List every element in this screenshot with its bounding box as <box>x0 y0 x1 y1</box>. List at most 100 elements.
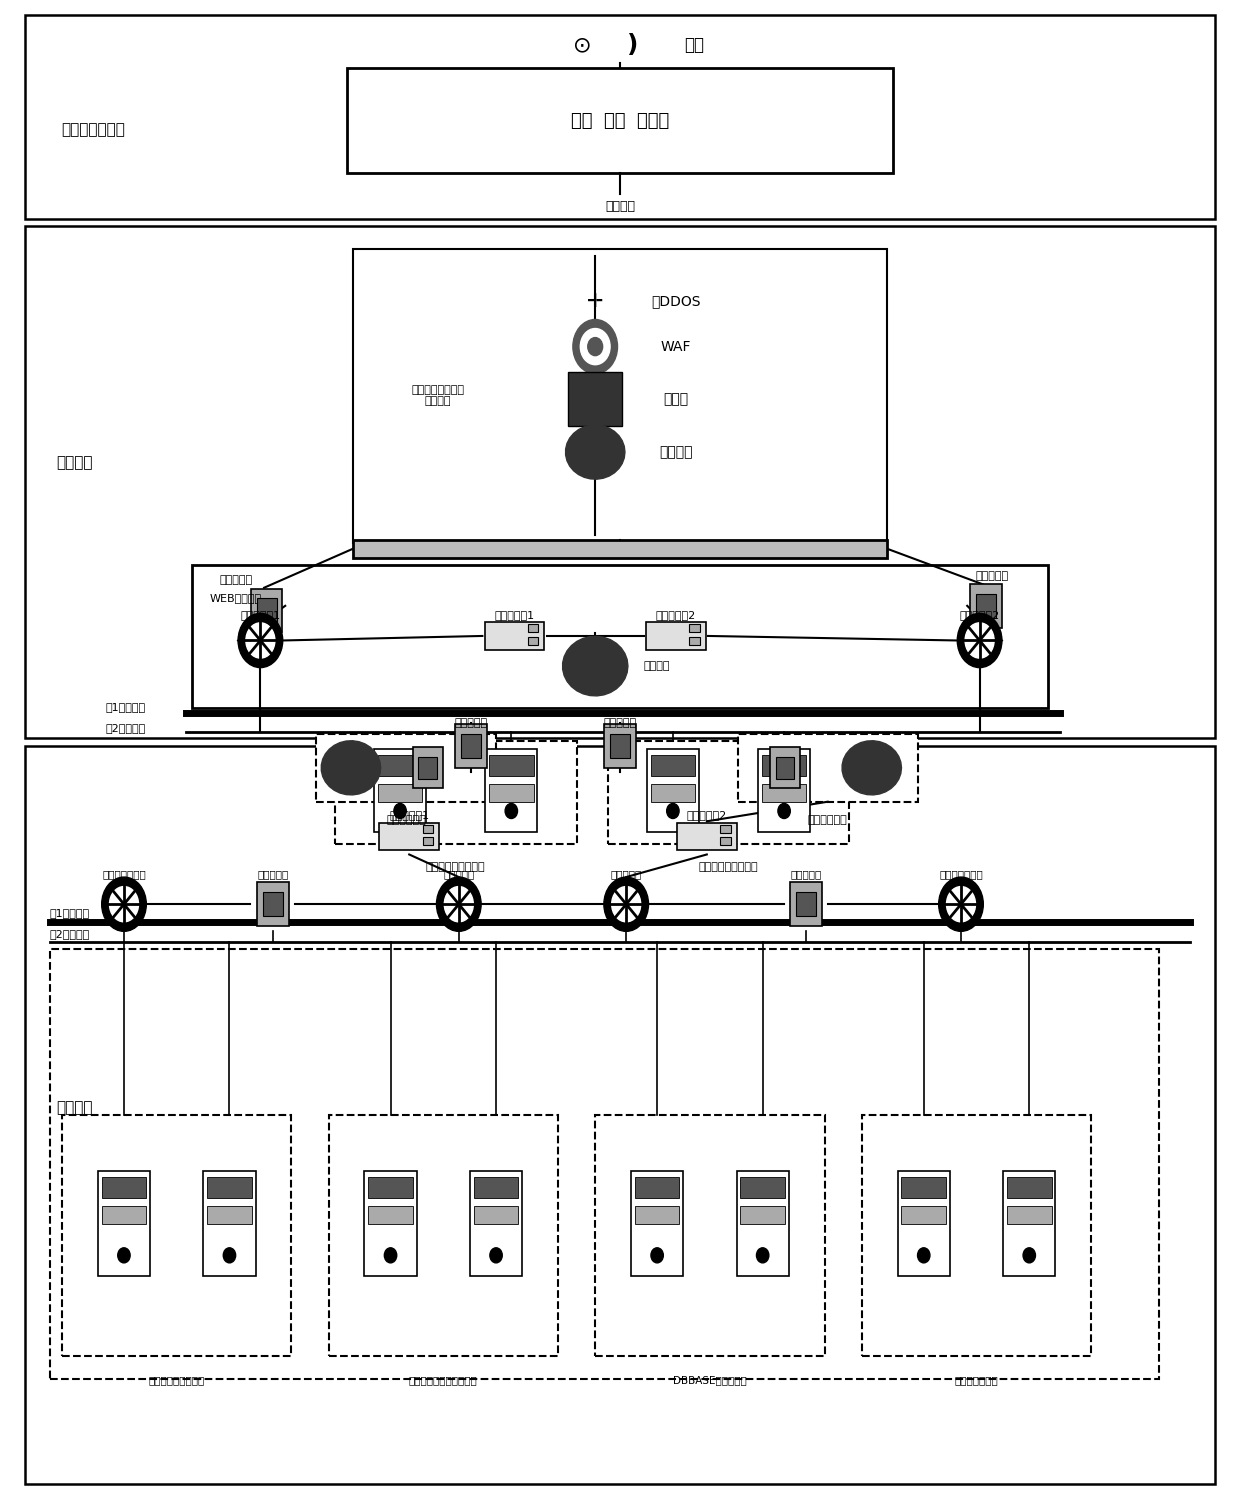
Text: 负载均衡器1: 负载均衡器1 <box>495 610 534 619</box>
Bar <box>901 1206 946 1224</box>
Text: WAF: WAF <box>661 339 691 354</box>
Bar <box>423 838 433 845</box>
Text: 系统交换机: 系统交换机 <box>610 870 642 879</box>
Bar <box>50 949 1159 1379</box>
Text: 外网应用服务器集群: 外网应用服务器集群 <box>425 862 486 871</box>
Circle shape <box>246 622 275 659</box>
Bar <box>604 725 636 767</box>
Bar <box>1007 1177 1052 1198</box>
Bar <box>203 1171 255 1276</box>
Bar <box>647 749 699 832</box>
Bar <box>485 622 544 650</box>
Bar <box>379 823 439 850</box>
Text: 内网防火墙: 内网防火墙 <box>257 870 289 879</box>
Bar <box>651 784 696 802</box>
Text: 信息外网: 信息外网 <box>56 455 93 470</box>
Bar <box>738 734 918 802</box>
Text: 隔离防火墙: 隔离防火墙 <box>455 719 487 728</box>
Bar <box>485 749 537 832</box>
Bar <box>610 734 630 758</box>
Bar <box>316 734 496 802</box>
Bar <box>470 1171 522 1276</box>
Polygon shape <box>842 741 901 794</box>
Bar <box>25 15 1215 219</box>
Circle shape <box>436 877 481 931</box>
Polygon shape <box>565 425 625 479</box>
Text: 后台应用服务器集群: 后台应用服务器集群 <box>149 1376 205 1385</box>
Text: ): ) <box>626 33 639 57</box>
Bar <box>970 585 1002 627</box>
Circle shape <box>444 886 474 922</box>
Bar <box>25 746 1215 1484</box>
Circle shape <box>394 803 407 818</box>
Bar <box>720 838 730 845</box>
Bar <box>651 755 696 776</box>
Bar <box>263 892 283 916</box>
Bar <box>976 594 996 618</box>
Bar <box>635 1177 680 1198</box>
Circle shape <box>490 1248 502 1263</box>
Bar <box>489 784 533 802</box>
Text: 移动  联通  电信等: 移动 联通 电信等 <box>570 112 670 130</box>
Bar <box>1003 1171 1055 1276</box>
Text: 互联网接入用户: 互联网接入用户 <box>61 122 125 137</box>
Bar <box>374 749 427 832</box>
Polygon shape <box>321 741 381 794</box>
Bar <box>250 589 283 631</box>
Circle shape <box>918 1248 930 1263</box>
Text: 入侵检测: 入侵检测 <box>644 662 671 671</box>
Text: 防DDOS: 防DDOS <box>651 294 701 309</box>
Text: 内网防火墙: 内网防火墙 <box>790 870 822 879</box>
Text: 负载均衡器2: 负载均衡器2 <box>656 610 696 619</box>
Circle shape <box>651 1248 663 1263</box>
Bar <box>368 1177 413 1198</box>
Circle shape <box>118 1248 130 1263</box>
Bar <box>98 1171 150 1276</box>
Circle shape <box>604 877 649 931</box>
Text: 内网核心交换机: 内网核心交换机 <box>939 870 983 879</box>
Bar <box>418 757 436 779</box>
Text: 内网核心交换机: 内网核心交换机 <box>102 870 146 879</box>
Circle shape <box>777 803 790 818</box>
Bar <box>62 1115 291 1356</box>
Text: ✛: ✛ <box>587 292 604 310</box>
Text: 内网分析运算服务器集群: 内网分析运算服务器集群 <box>409 1376 477 1385</box>
Text: 安全隔离设备: 安全隔离设备 <box>807 815 848 824</box>
Circle shape <box>238 613 283 668</box>
Text: 接入交换机2: 接入交换机2 <box>960 610 999 619</box>
Bar <box>192 565 1048 708</box>
Polygon shape <box>563 636 627 696</box>
Bar <box>595 1115 825 1356</box>
Bar <box>207 1177 252 1198</box>
Bar <box>329 1115 558 1356</box>
Bar <box>347 68 893 173</box>
Bar <box>740 1177 785 1198</box>
Bar <box>378 784 423 802</box>
Bar <box>474 1206 518 1224</box>
Bar <box>770 747 800 788</box>
Bar <box>489 755 533 776</box>
Bar <box>528 624 538 633</box>
Bar <box>689 624 699 633</box>
Circle shape <box>505 803 517 818</box>
Text: ⊙: ⊙ <box>573 35 593 56</box>
Bar <box>423 824 433 833</box>
Text: 北京电力公司公用
发布设备: 北京电力公司公用 发布设备 <box>412 384 464 407</box>
Text: 内存数据库集群: 内存数据库集群 <box>955 1376 998 1385</box>
Bar <box>368 1206 413 1224</box>
Bar <box>646 622 706 650</box>
Text: 交2一接口线: 交2一接口线 <box>105 723 145 732</box>
Circle shape <box>946 886 976 922</box>
Bar <box>776 757 795 779</box>
Bar <box>568 372 622 426</box>
Bar <box>898 1171 950 1276</box>
Bar <box>455 725 487 767</box>
Circle shape <box>965 622 994 659</box>
Bar <box>474 1177 518 1198</box>
Circle shape <box>102 877 146 931</box>
Bar <box>528 637 538 645</box>
Text: WEB应用防护: WEB应用防护 <box>210 594 262 603</box>
Text: 外网接口服务器集群: 外网接口服务器集群 <box>698 862 759 871</box>
Circle shape <box>580 329 610 365</box>
Bar <box>740 1206 785 1224</box>
